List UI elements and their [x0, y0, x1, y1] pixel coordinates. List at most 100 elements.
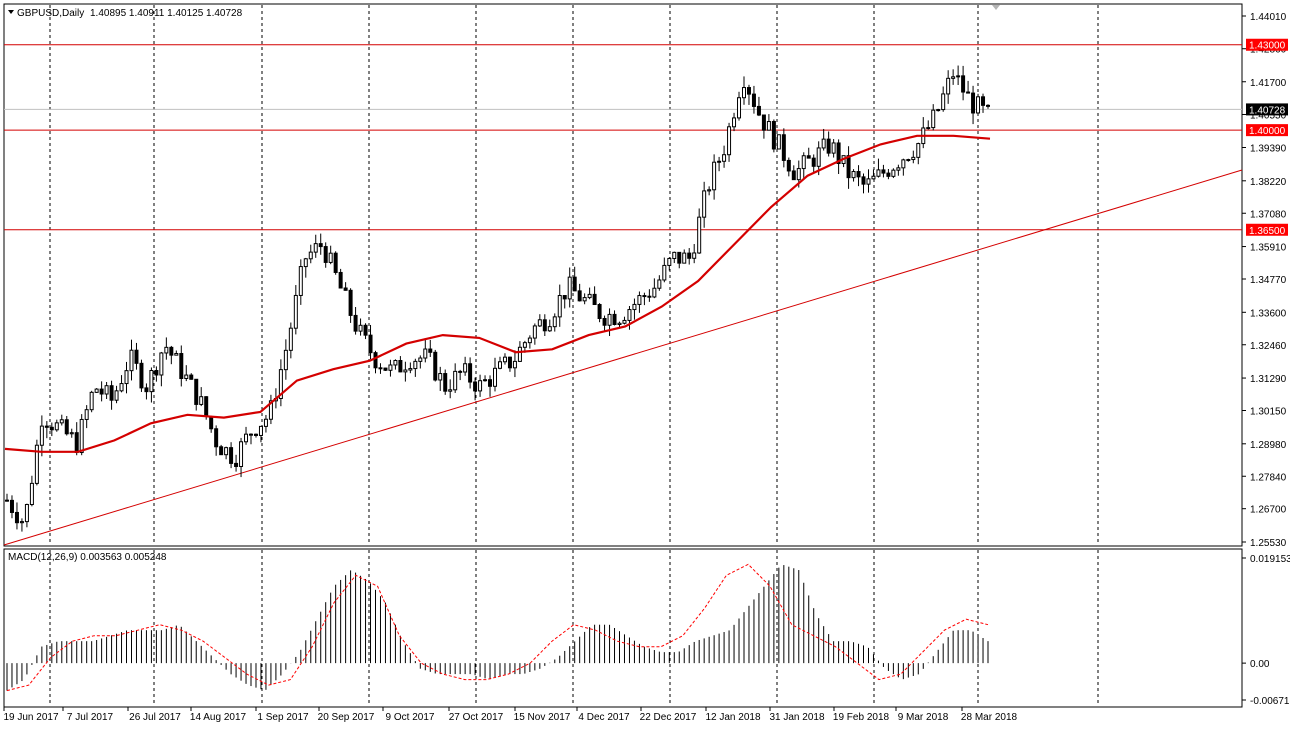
current-price-tag-bg [1246, 103, 1288, 116]
candle-body [796, 168, 801, 181]
candle [502, 353, 507, 365]
candle [199, 387, 204, 407]
candle-body [836, 142, 841, 165]
candle-body [642, 295, 647, 298]
candle-body [19, 521, 24, 524]
candle-body [144, 387, 149, 393]
candle-body [488, 379, 493, 387]
trend-line[interactable] [3, 169, 1243, 546]
candle [418, 355, 423, 369]
candle [473, 377, 478, 401]
dropdown-triangle-icon[interactable] [8, 10, 14, 14]
candle [677, 251, 682, 269]
candle [587, 287, 592, 300]
candle [687, 248, 692, 265]
candle [732, 112, 737, 132]
candle [373, 350, 378, 374]
candle-body [766, 121, 771, 131]
candle [871, 169, 876, 180]
candle-body [129, 349, 134, 372]
candle [109, 380, 114, 410]
macd-tick-label-1: 0.00 [1250, 659, 1270, 670]
candle-body [916, 143, 921, 158]
price-tags: 1.43000 1.40000 1.36500 1.40728 [1246, 38, 1288, 237]
candle [737, 91, 742, 121]
candle-body [791, 170, 796, 181]
price-tick-label-16: 1.25530 [1250, 538, 1287, 549]
candle [94, 388, 99, 393]
candle [976, 93, 981, 114]
candle-body [69, 432, 74, 435]
candle [443, 369, 448, 395]
candle-body [941, 93, 946, 111]
candle [567, 267, 572, 308]
candle-body [239, 441, 244, 467]
candle [249, 433, 254, 445]
candle [318, 233, 323, 255]
candle [298, 259, 303, 305]
symbol-label: GBPUSD,Daily [17, 8, 84, 19]
candle-body [124, 370, 129, 385]
price-tick-label-11: 1.31290 [1250, 374, 1287, 385]
candle-body [781, 134, 786, 161]
candle [886, 168, 891, 180]
candle [512, 350, 517, 378]
candle [79, 414, 84, 456]
candle [328, 245, 333, 265]
macd-tick-label-0: 0.019153 [1250, 554, 1290, 565]
price-tick-label-15: 1.26700 [1250, 505, 1287, 516]
candle-body [682, 252, 687, 264]
shift-marker-icon[interactable] [992, 5, 1000, 10]
candle [39, 415, 44, 457]
candle-body [956, 75, 961, 78]
candle [906, 158, 911, 162]
candle-body [114, 390, 119, 401]
candle-body [189, 374, 194, 380]
candle-body [707, 189, 712, 192]
price-tick-label-8: 1.34770 [1250, 275, 1287, 286]
candle [602, 315, 607, 331]
candle-body [413, 360, 418, 370]
candle-body [224, 447, 229, 456]
price-tick-label-2: 1.41700 [1250, 78, 1287, 89]
candle-body [368, 334, 373, 354]
candle [911, 150, 916, 164]
candle-body [562, 295, 567, 300]
candle-body [14, 511, 19, 524]
candle [453, 363, 458, 393]
candle-body [169, 346, 174, 356]
candle [811, 154, 816, 173]
candle-body [866, 178, 871, 185]
candle [378, 363, 383, 374]
candle [244, 426, 249, 445]
candle [791, 165, 796, 181]
candle [368, 324, 373, 360]
candle [263, 414, 268, 433]
candle [84, 405, 89, 429]
candle [194, 378, 199, 411]
candle [104, 381, 109, 400]
candle-body [293, 294, 298, 329]
candle-body [986, 104, 990, 107]
candle [44, 421, 49, 439]
candle-body [722, 154, 727, 162]
candle-body [582, 297, 587, 302]
candle-body [821, 138, 826, 149]
candle [139, 359, 144, 392]
candle-body [184, 374, 189, 379]
candle-body [468, 363, 473, 383]
candle-body [826, 138, 831, 154]
candle [627, 305, 632, 330]
candle-body [597, 304, 602, 319]
candle-body [532, 325, 537, 339]
candle-body [448, 389, 453, 392]
candle-body [109, 385, 114, 401]
candle-body [89, 391, 94, 411]
candle [293, 285, 298, 335]
candle [9, 495, 14, 519]
candle [214, 425, 219, 456]
candle-body [438, 373, 443, 381]
candle [428, 339, 433, 358]
date-tick-label-11: 12 Jan 2018 [705, 712, 760, 723]
